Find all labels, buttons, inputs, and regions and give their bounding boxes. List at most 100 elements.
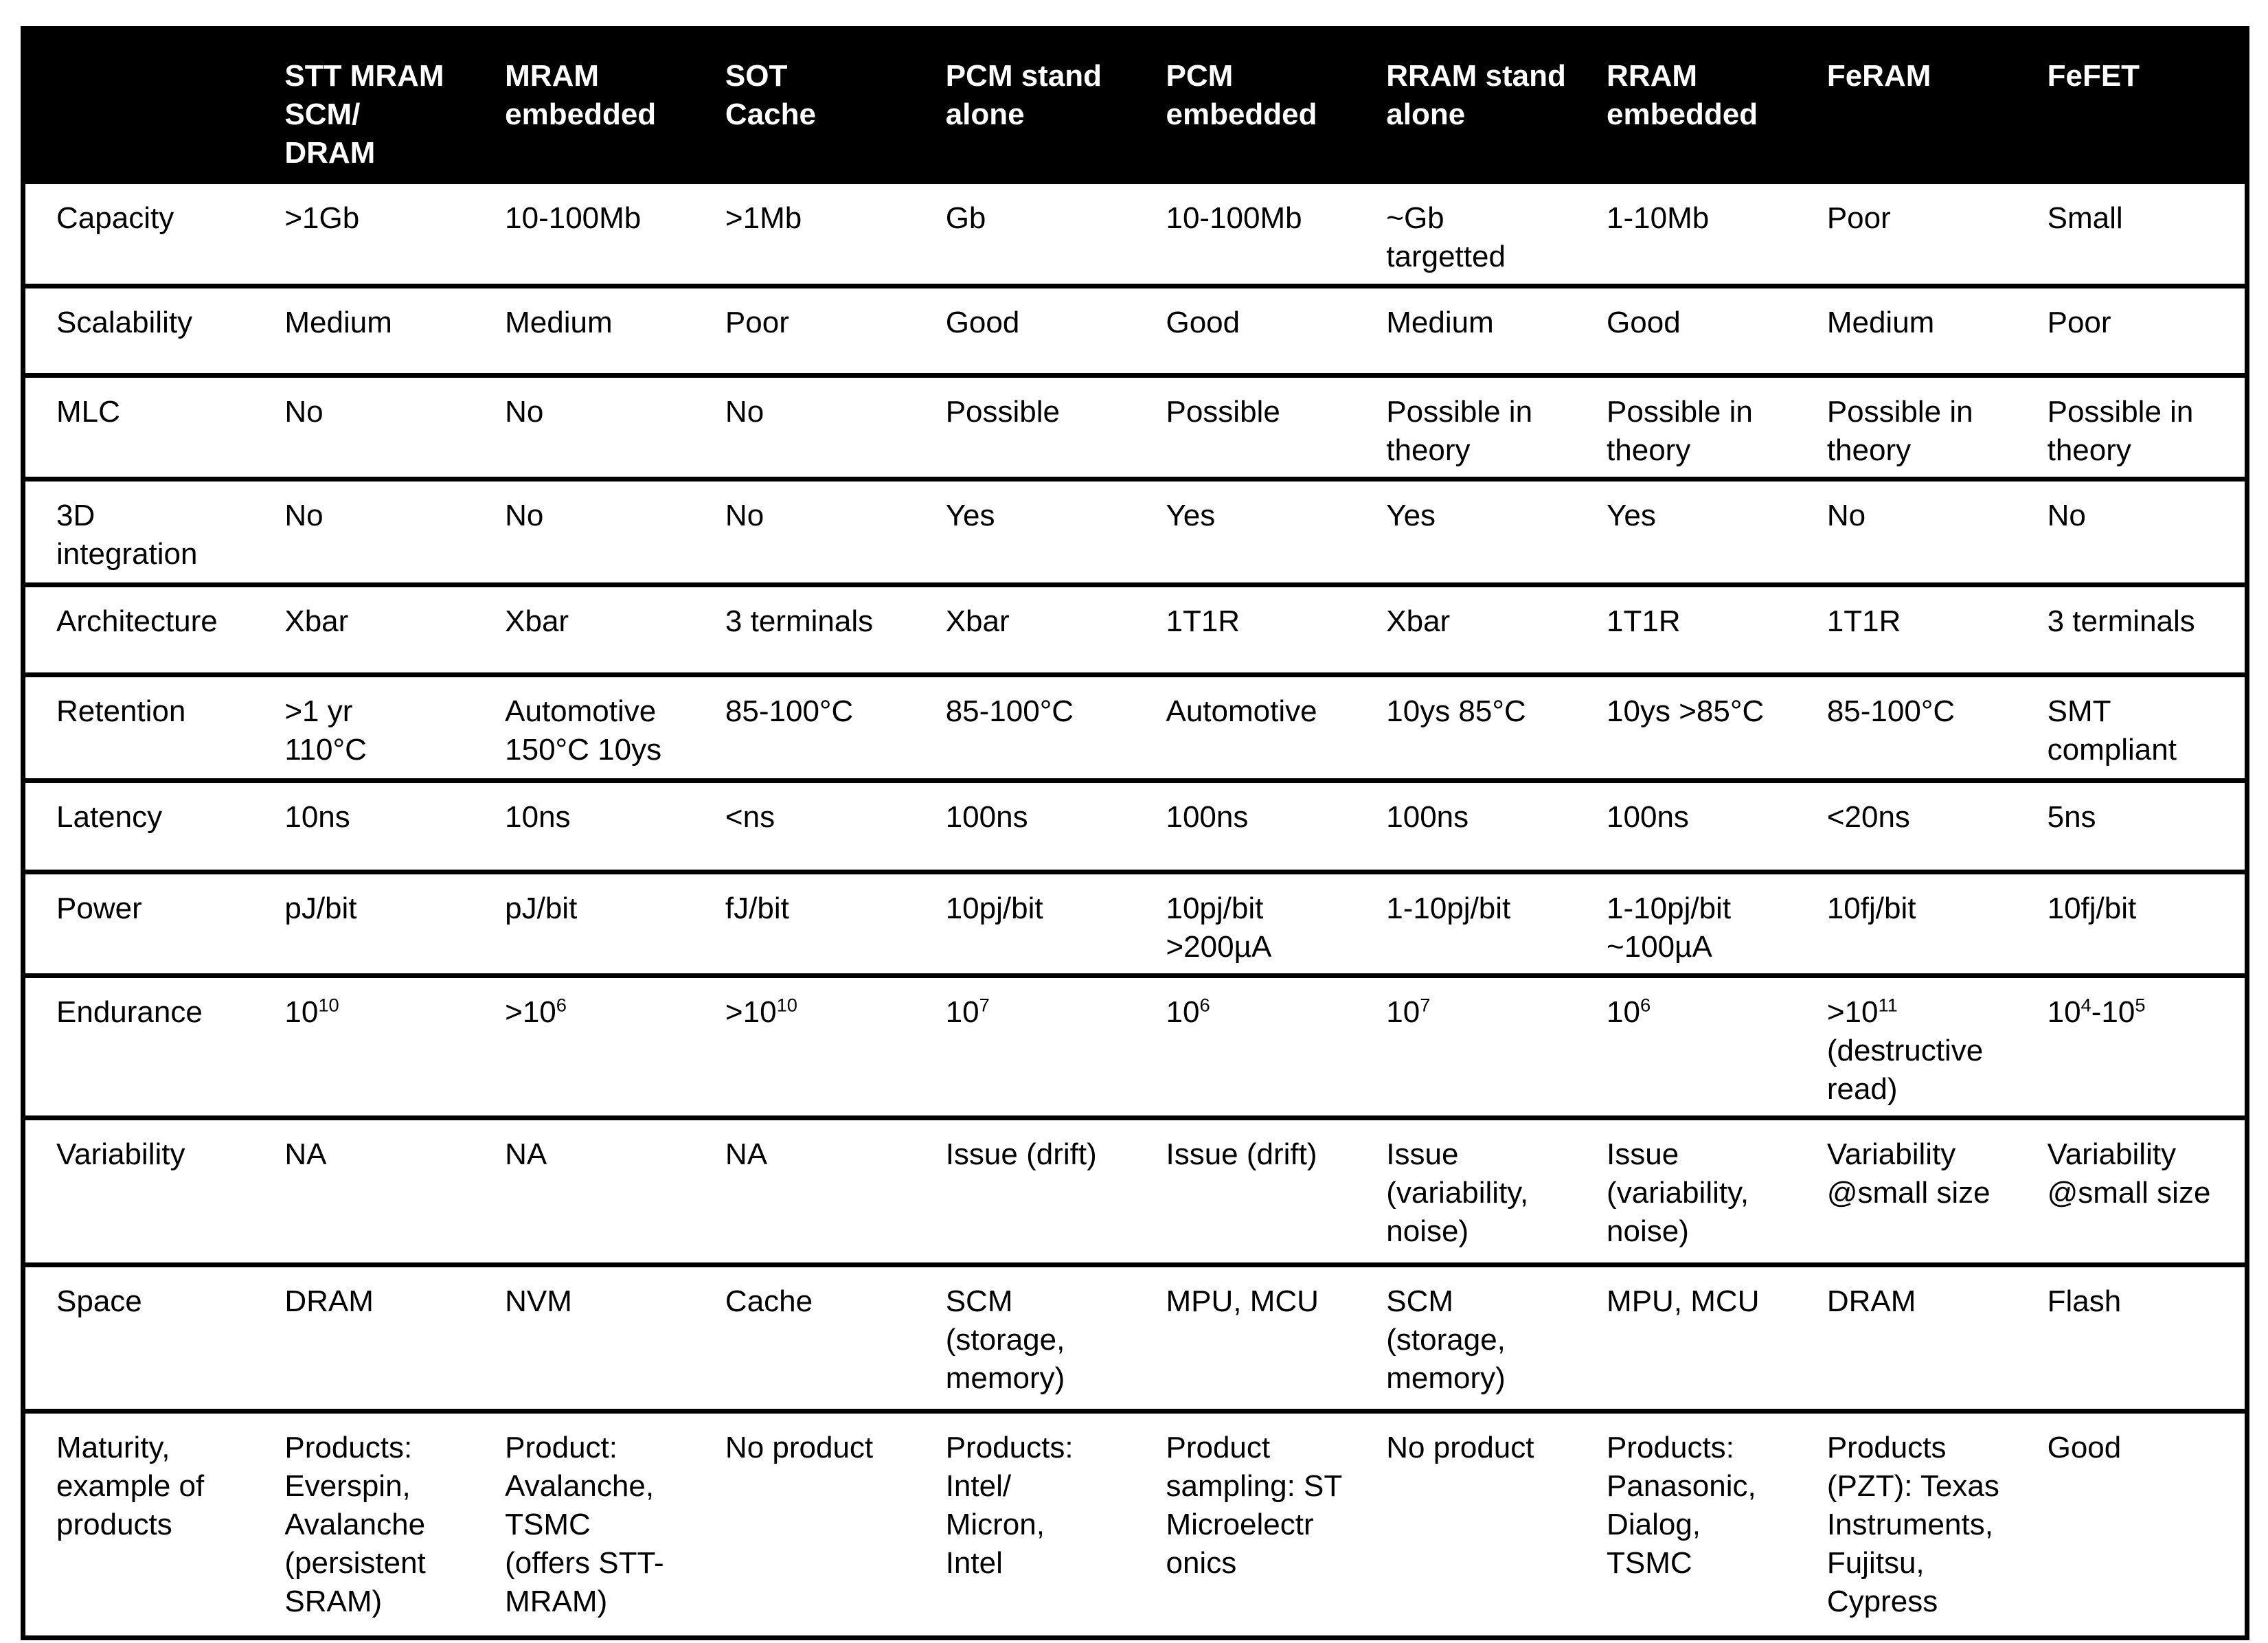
cell-maturity-example-of-products-sot-cache: No product [725,1431,874,1464]
cell-scalability-feram: Medium [1826,306,1935,339]
cell-capacity-rram-embedded: 1-10Mb [1607,201,1710,235]
table-body: Capacity >1Gb 10-100Mb >1Mb Gb 10-100Mb ~Gb tar… [23,181,2247,1638]
cell-architecture-rram-stand-alone: Xbar [1386,604,1451,638]
column-header-rram-stand-alone: RRAM stand alone [1365,28,1587,182]
corner-header-cell [23,28,264,182]
column-header-pcm-embedded: PCM embedded [1145,28,1366,182]
cell-3d-integration-rram-embedded: Yes [1607,499,1656,532]
cell-latency-rram-embedded: 100ns [1607,800,1689,834]
cell-3d-integration-pcm-stand-alone: Yes [945,499,995,532]
cell-space-pcm-stand-alone: SCM (storage, memory) [945,1284,1065,1395]
cell-latency-rram-stand-alone: 100ns [1386,800,1469,834]
cell-capacity-stt-mram-scm-dram: >1Gb [284,201,360,235]
column-header-sot-cache: SOT Cache [704,28,925,182]
cell-latency-sot-cache: <ns [725,800,775,834]
cell-power-pcm-embedded: 10pj/bit >200µA [1166,892,1272,964]
table-row-latency: Latency 10ns 10ns <ns 100ns 100ns 100ns 100ns <2… [23,780,2247,872]
cell-space-mram-embedded: NVM [505,1284,572,1318]
cell-power-rram-stand-alone: 1-10pj/bit [1386,892,1511,925]
column-header-fefet: FeFET [2026,28,2247,182]
cell-capacity-feram: Poor [1826,201,1891,235]
cell-architecture-fefet: 3 terminals [2047,604,2195,638]
table-row-maturity-example-of-products: Maturity, example of products Products: Ever… [23,1411,2247,1638]
cell-scalability-fefet: Poor [2047,306,2111,339]
cell-variability-pcm-stand-alone: Issue (drift) [945,1137,1097,1171]
row-label-architecture: Architecture [56,604,218,638]
cell-capacity-pcm-embedded: 10-100Mb [1166,201,1302,235]
cell-mlc-rram-embedded: Possible in theory [1607,395,1753,467]
cell-architecture-sot-cache: 3 terminals [725,604,874,638]
cell-power-rram-embedded: 1-10pj/bit ~100µA [1607,892,1732,964]
row-label-power: Power [56,892,142,925]
cell-maturity-example-of-products-stt-mram-scm-dram: Products: Everspin, Avalanche (persistent SR… [284,1431,426,1618]
cell-endurance-stt-mram-scm-dram: 1010 [284,994,339,1029]
cell-endurance-feram: >1011 (destructive read) [1826,994,1984,1106]
cell-space-stt-mram-scm-dram: DRAM [284,1284,374,1318]
cell-latency-fefet: 5ns [2047,800,2096,834]
cell-power-feram: 10fj/bit [1826,892,1916,925]
row-label-mlc: MLC [56,395,120,429]
cell-space-pcm-embedded: MPU, MCU [1166,1284,1319,1318]
cell-architecture-pcm-stand-alone: Xbar [945,604,1010,638]
cell-endurance-rram-stand-alone: 107 [1386,994,1431,1029]
column-header-pcm-stand-alone: PCM stand alone [925,28,1146,182]
column-header-stt-mram-scm-dram: STT MRAM SCM/DRAM [264,28,485,182]
cell-capacity-mram-embedded: 10-100Mb [505,201,642,235]
table-row-architecture: Architecture Xbar Xbar 3 terminals Xbar 1T1R X… [23,585,2247,675]
cell-endurance-sot-cache: >1010 [725,994,797,1029]
row-label-endurance: Endurance [56,995,203,1029]
cell-latency-pcm-stand-alone: 100ns [945,800,1028,834]
cell-power-pcm-stand-alone: 10pj/bit [945,892,1043,925]
cell-mlc-pcm-stand-alone: Possible [945,395,1061,429]
row-label-maturity-example-of-products: Maturity, example of products [56,1431,205,1541]
cell-retention-pcm-stand-alone: 85-100°C [945,694,1074,728]
cell-maturity-example-of-products-rram-embedded: Products: Panasonic, Dialog, TSMC [1607,1431,1756,1580]
cell-latency-pcm-embedded: 100ns [1166,800,1249,834]
cell-space-sot-cache: Cache [725,1284,813,1318]
cell-retention-rram-stand-alone: 10ys 85°C [1386,694,1526,728]
cell-maturity-example-of-products-pcm-embedded: Product sampling: ST Microelectr onics [1166,1431,1343,1580]
cell-endurance-pcm-stand-alone: 107 [945,994,990,1029]
cell-power-fefet: 10fj/bit [2047,892,2137,925]
cell-space-rram-stand-alone: SCM (storage, memory) [1386,1284,1506,1395]
cell-retention-sot-cache: 85-100°C [725,694,854,728]
table-row-power: Power pJ/bit pJ/bit fJ/bit 10pj/bit 10pj/bit >… [23,872,2247,976]
cell-3d-integration-sot-cache: No [725,499,764,532]
table-row-capacity: Capacity >1Gb 10-100Mb >1Mb Gb 10-100Mb ~Gb tar… [23,181,2247,286]
cell-retention-feram: 85-100°C [1826,694,1955,728]
table-row-endurance: Endurance 1010 >106 >1010 107 106 107 106 >1011(… [23,975,2247,1118]
cell-variability-rram-stand-alone: Issue (variability, noise) [1386,1137,1529,1248]
cell-3d-integration-feram: No [1826,499,1866,532]
cell-retention-mram-embedded: Automotive 150°C 10ys [505,694,662,767]
row-label-latency: Latency [56,800,163,834]
cell-mlc-fefet: Possible in theory [2047,395,2194,467]
table-header: STT MRAM SCM/DRAM MRAM embedded SOT Cache PCM … [23,28,2247,182]
cell-endurance-mram-embedded: >106 [505,994,567,1029]
table-row-retention: Retention >1 yr 110°C Automotive 150°C 10ys 8… [23,675,2247,781]
cell-architecture-feram: 1T1R [1826,604,1901,638]
cell-maturity-example-of-products-rram-stand-alone: No product [1386,1431,1534,1464]
cell-variability-stt-mram-scm-dram: NA [284,1137,327,1171]
table-row-scalability: Scalability Medium Medium Poor Good Good Mediu… [23,286,2247,376]
cell-architecture-rram-embedded: 1T1R [1607,604,1681,638]
cell-maturity-example-of-products-pcm-stand-alone: Products: Intel/Micron, Intel [945,1431,1074,1580]
cell-variability-pcm-embedded: Issue (drift) [1166,1137,1317,1171]
cell-scalability-mram-embedded: Medium [505,306,613,339]
table-row-mlc: MLC No No No Possible Possible Possible in theo… [23,375,2247,479]
cell-capacity-sot-cache: >1Mb [725,201,802,235]
cell-retention-rram-embedded: 10ys >85°C [1607,694,1765,728]
cell-mlc-mram-embedded: No [505,395,544,429]
header-row: STT MRAM SCM/DRAM MRAM embedded SOT Cache PCM … [23,28,2247,182]
cell-3d-integration-fefet: No [2047,499,2086,532]
cell-maturity-example-of-products-mram-embedded: Product: Avalanche, TSMC (offers STT- MRAM) [505,1431,664,1618]
row-label-scalability: Scalability [56,306,193,339]
table-row-variability: Variability NA NA NA Issue (drift) Issue (dri… [23,1118,2247,1265]
cell-endurance-fefet: 104-105 [2047,994,2146,1029]
row-label-variability: Variability [56,1137,185,1171]
cell-latency-feram: <20ns [1826,800,1910,834]
column-header-mram-embedded: MRAM embedded [484,28,705,182]
table-row-space: Space DRAM NVM Cache SCM (storage, memory) MPU,… [23,1265,2247,1412]
cell-mlc-feram: Possible in theory [1826,395,1973,467]
row-label-space: Space [56,1284,142,1318]
